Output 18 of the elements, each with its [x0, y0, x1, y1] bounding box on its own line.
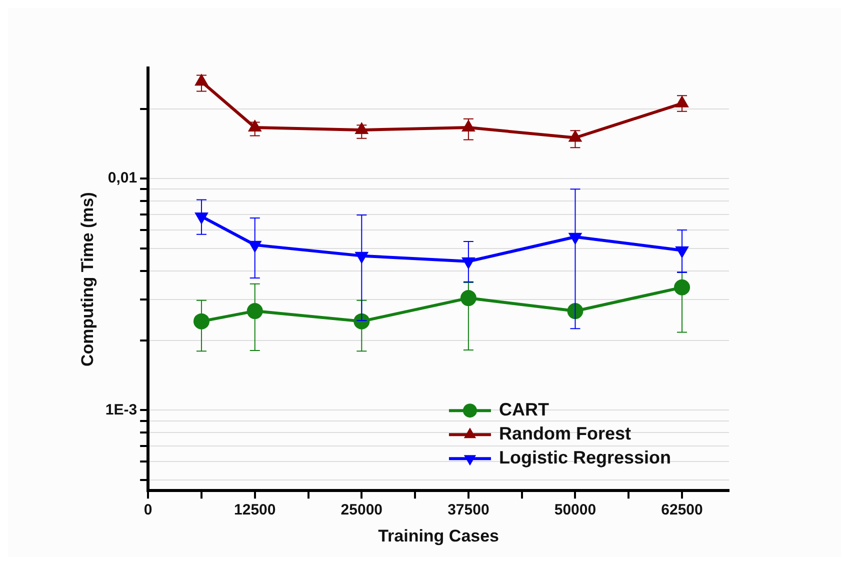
y-tick-label: 1E-3 — [105, 401, 138, 418]
x-tick-label: 62500 — [661, 502, 703, 519]
legend-label: Random Forest — [498, 424, 631, 444]
x-axis-title: Training Cases — [378, 526, 500, 546]
x-tick-label: 50000 — [554, 502, 596, 519]
point — [246, 303, 263, 320]
x-tick-label: 12500 — [234, 502, 276, 519]
x-tick-label: 0 — [144, 502, 152, 519]
y-axis-title: Computing Time (ms) — [78, 192, 97, 367]
x-tick-label: 25000 — [340, 502, 383, 519]
point — [460, 290, 476, 306]
point — [193, 313, 210, 330]
y-tick-label: 0,01 — [108, 170, 138, 187]
legend-label: CART — [498, 400, 549, 420]
point — [567, 303, 584, 320]
x-tick-label: 37500 — [448, 502, 490, 519]
point — [674, 279, 690, 296]
legend-label: Logistic Regression — [498, 448, 672, 468]
